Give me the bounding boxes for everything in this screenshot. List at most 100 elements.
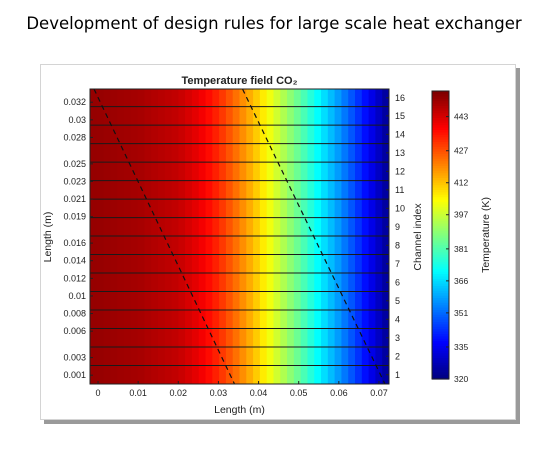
colorbar-border: [431, 90, 450, 380]
colorbar-segment: [432, 119, 449, 123]
colorbar-segment: [432, 98, 449, 102]
colorbar-tick-label: 366: [454, 276, 468, 286]
colorbar-segment: [432, 254, 449, 258]
colorbar-segment: [432, 91, 449, 94]
colorbar-segment: [432, 129, 449, 133]
colorbar-segment: [432, 103, 449, 106]
colorbar-segment: [432, 230, 449, 234]
colorbar-segment: [432, 367, 449, 370]
plot-area-border: [89, 88, 390, 385]
colorbar-segment: [432, 261, 449, 265]
colorbar-segment: [432, 95, 449, 99]
colorbar-segment: [432, 201, 449, 205]
colorbar-segment: [432, 215, 449, 219]
colorbar-segment: [432, 122, 449, 126]
y-tick-label: 0.014: [63, 256, 86, 266]
colorbar-segment: [432, 369, 449, 373]
colorbar-segment: [432, 225, 449, 229]
x-tick-label: 0.05: [290, 388, 308, 398]
colorbar-segment: [432, 220, 449, 224]
channel-index-tick-label: 8: [395, 240, 400, 250]
colorbar-segment: [432, 112, 449, 116]
colorbar-segment: [432, 359, 449, 363]
y-tick-label: 0.01: [68, 291, 86, 301]
colorbar-segment: [432, 160, 449, 164]
colorbar-segment: [432, 237, 449, 241]
colorbar-tick-label: 320: [454, 374, 468, 384]
colorbar-segment: [432, 311, 449, 315]
colorbar-segment: [432, 280, 449, 284]
colorbar-segment: [432, 285, 449, 289]
colorbar-segment: [432, 191, 449, 195]
colorbar-segment: [432, 203, 449, 207]
x-tick-label: 0.04: [250, 388, 268, 398]
slide-title: Development of design rules for large sc…: [26, 14, 522, 33]
x-tick-label: 0.02: [170, 388, 188, 398]
colorbar-segment: [432, 199, 449, 202]
colorbar-segment: [432, 211, 449, 214]
colorbar-segment: [432, 299, 449, 303]
y-tick-label: 0.025: [63, 159, 86, 169]
colorbar-segment: [432, 105, 449, 109]
colorbar-segment: [432, 338, 449, 342]
colorbar-segment: [432, 148, 449, 152]
colorbar-segment: [432, 239, 449, 243]
colorbar-segment: [432, 124, 449, 128]
colorbar-segment: [432, 340, 449, 344]
y-axis-ticks: 0.001 0.003 0.006 0.008 0.01 0.012 0.014 0.016 0…: [63, 97, 93, 380]
colorbar-segment: [432, 244, 449, 248]
colorbar-segment: [432, 235, 449, 238]
colorbar-segment: [432, 364, 449, 368]
colorbar-segment: [432, 266, 449, 270]
colorbar-segment: [432, 357, 449, 361]
y-tick-label: 0.03: [68, 115, 86, 125]
colorbar-segment: [432, 302, 449, 306]
y-tick-label: 0.028: [63, 132, 86, 142]
colorbar-tick-label: 427: [454, 146, 468, 156]
colorbar-segment: [432, 292, 449, 296]
colorbar-segment: [432, 127, 449, 130]
colorbar-segment: [432, 307, 449, 310]
colorbar-segment: [432, 151, 449, 154]
colorbar: [432, 91, 449, 380]
x-tick-label: 0.07: [370, 388, 388, 398]
colorbar-segment: [432, 136, 449, 140]
colorbar-segment: [432, 165, 449, 169]
colorbar-segment: [432, 170, 449, 174]
colorbar-segment: [432, 208, 449, 212]
channel-index-tick-label: 1: [395, 370, 400, 380]
colorbar-segment: [432, 189, 449, 193]
colorbar-segment: [432, 335, 449, 339]
colorbar-segment: [432, 242, 449, 246]
colorbar-segment: [432, 247, 449, 250]
y-tick-label: 0.012: [63, 273, 86, 283]
colorbar-segment: [432, 323, 449, 327]
y-tick-label: 0.023: [63, 176, 86, 186]
colorbar-segment: [432, 227, 449, 231]
colorbar-segment: [432, 93, 449, 97]
channel-index-tick-label: 10: [395, 203, 405, 213]
dashed-line: [93, 89, 236, 384]
colorbar-segment: [432, 155, 449, 159]
colorbar-segment: [432, 290, 449, 294]
colorbar-segment: [432, 376, 449, 380]
colorbar-segment: [432, 287, 449, 291]
colorbar-segment: [432, 218, 449, 222]
colorbar-label: Temperature (K): [480, 197, 492, 273]
colorbar-segment: [432, 295, 449, 298]
colorbar-segment: [432, 172, 449, 176]
colorbar-segment: [432, 107, 449, 111]
colorbar-segment: [432, 374, 449, 378]
colorbar-segment: [432, 146, 449, 150]
colorbar-segment: [432, 110, 449, 114]
y-tick-label: 0.008: [63, 309, 86, 319]
dashed-line: [241, 89, 386, 384]
colorbar-segment: [432, 275, 449, 279]
channel-index-tick-label: 7: [395, 259, 400, 269]
colorbar-segment: [432, 309, 449, 313]
colorbar-segment: [432, 271, 449, 274]
channel-index-tick-label: 13: [395, 148, 405, 158]
colorbar-ticks: 320 335 351 366 381 397 412 427 443: [446, 112, 468, 384]
channel-index-tick-label: 16: [395, 93, 405, 103]
colorbar-segment: [432, 100, 449, 104]
